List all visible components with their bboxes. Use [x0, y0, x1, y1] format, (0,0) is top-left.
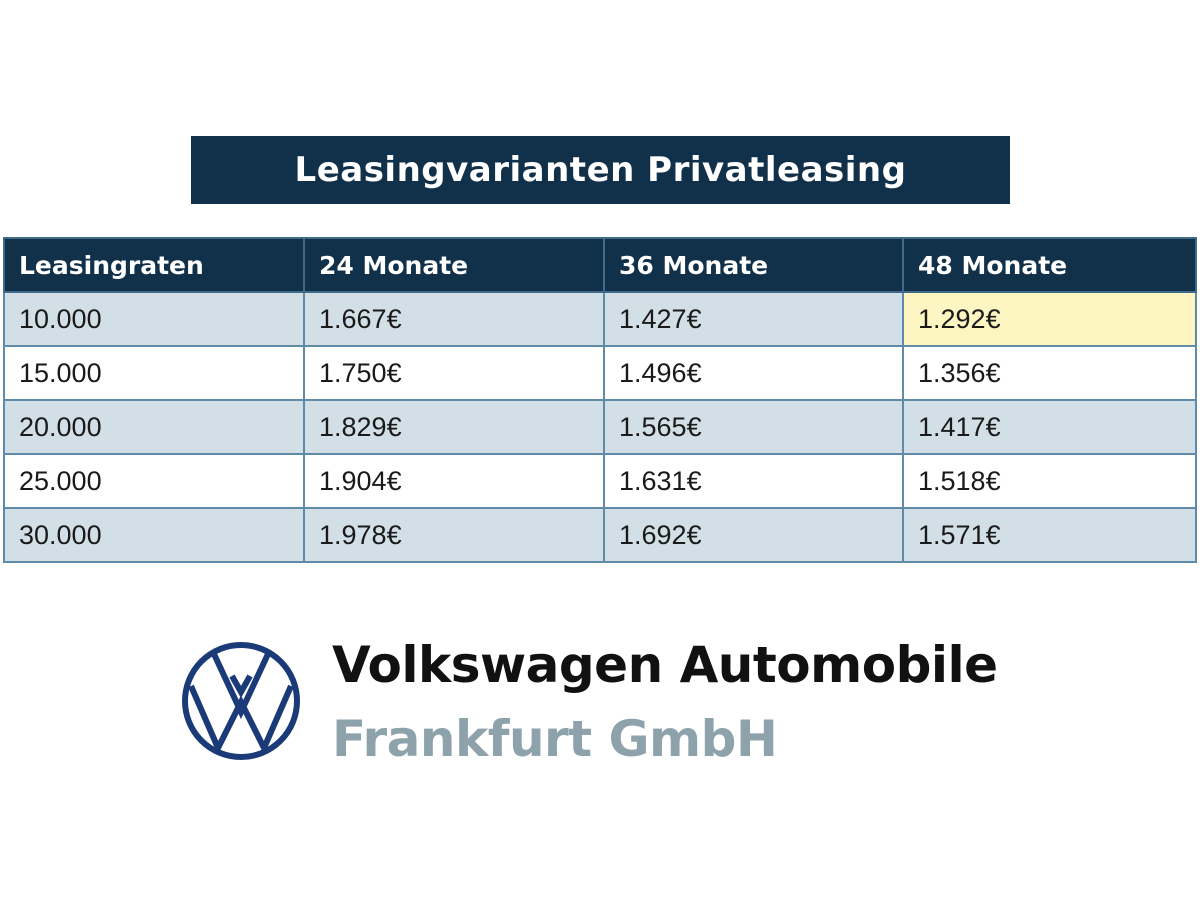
rate-cell: 1.631€ — [603, 453, 904, 509]
brand-location: Frankfurt GmbH — [332, 710, 778, 768]
rate-cell: 1.356€ — [902, 345, 1197, 401]
column-header: 48 Monate — [902, 237, 1197, 293]
rate-cell: 1.904€ — [303, 453, 605, 509]
mileage-cell: 30.000 — [3, 507, 305, 563]
mileage-cell: 25.000 — [3, 453, 305, 509]
table-row: 10.000 1.667€ 1.427€ 1.292€ — [3, 291, 1197, 347]
rate-cell: 1.565€ — [603, 399, 904, 455]
rate-cell: 1.829€ — [303, 399, 605, 455]
leasing-table: Leasingraten 24 Monate 36 Monate 48 Mona… — [3, 237, 1197, 563]
table-row: 30.000 1.978€ 1.692€ 1.571€ — [3, 507, 1197, 563]
table-row: 25.000 1.904€ 1.631€ 1.518€ — [3, 453, 1197, 509]
rate-cell: 1.518€ — [902, 453, 1197, 509]
rate-cell: 1.571€ — [902, 507, 1197, 563]
column-header: Leasingraten — [3, 237, 305, 293]
vw-logo-icon — [182, 642, 300, 760]
rate-cell: 1.692€ — [603, 507, 904, 563]
rate-cell: 1.427€ — [603, 291, 904, 347]
rate-cell: 1.292€ — [902, 291, 1197, 347]
mileage-cell: 20.000 — [3, 399, 305, 455]
column-header: 36 Monate — [603, 237, 904, 293]
rate-cell: 1.667€ — [303, 291, 605, 347]
brand-name: Volkswagen Automobile — [332, 636, 998, 694]
table-row: 15.000 1.750€ 1.496€ 1.356€ — [3, 345, 1197, 401]
rate-cell: 1.496€ — [603, 345, 904, 401]
table-title: Leasingvarianten Privatleasing — [191, 136, 1010, 204]
table-row: 20.000 1.829€ 1.565€ 1.417€ — [3, 399, 1197, 455]
rate-cell: 1.417€ — [902, 399, 1197, 455]
table-header-row: Leasingraten 24 Monate 36 Monate 48 Mona… — [3, 237, 1197, 293]
mileage-cell: 15.000 — [3, 345, 305, 401]
mileage-cell: 10.000 — [3, 291, 305, 347]
rate-cell: 1.978€ — [303, 507, 605, 563]
rate-cell: 1.750€ — [303, 345, 605, 401]
column-header: 24 Monate — [303, 237, 605, 293]
